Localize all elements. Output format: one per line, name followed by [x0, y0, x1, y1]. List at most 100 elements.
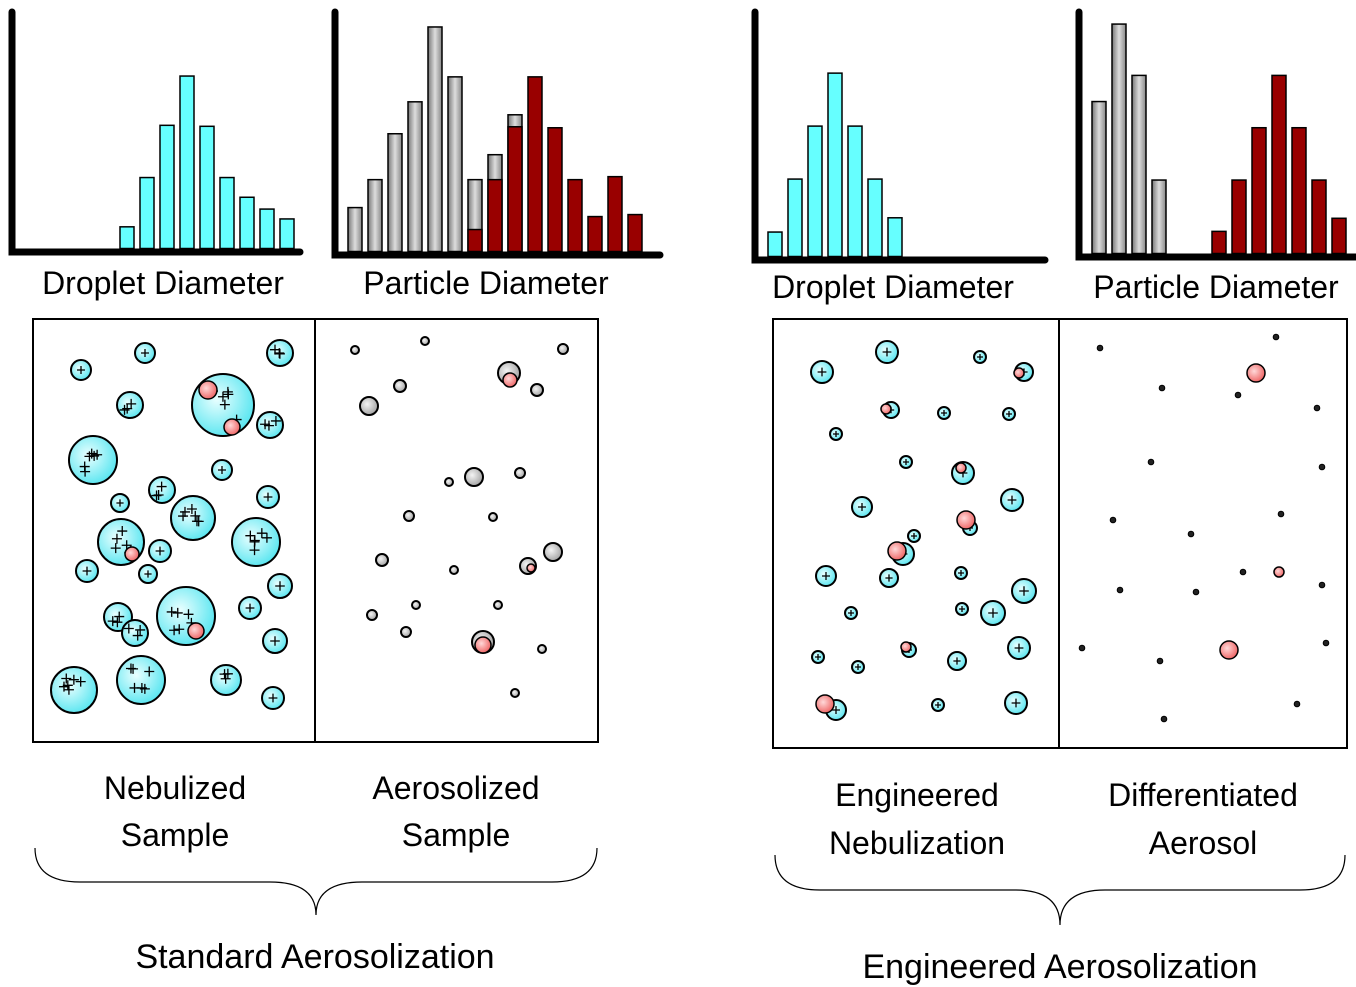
axis-label: Droplet Diameter	[42, 265, 284, 301]
charge	[941, 410, 947, 416]
histogram-bar	[427, 26, 443, 253]
particle	[366, 609, 378, 621]
charge	[186, 503, 197, 514]
histogram-bar	[239, 196, 255, 250]
brace	[34, 847, 598, 916]
particle	[1192, 588, 1200, 596]
particle	[350, 345, 360, 355]
droplet	[116, 391, 144, 419]
droplet	[121, 619, 149, 647]
particle	[1156, 657, 1164, 665]
charge	[270, 415, 281, 426]
charge	[62, 680, 73, 691]
histogram-bar	[1271, 74, 1287, 255]
charge	[153, 489, 164, 500]
particle	[1219, 640, 1239, 660]
histogram-bar	[607, 175, 623, 253]
histogram-bar	[1131, 74, 1147, 255]
histogram-bar	[527, 76, 543, 253]
charge	[815, 654, 821, 660]
histogram-bar	[787, 178, 803, 258]
histogram-bar	[887, 217, 903, 258]
particle	[488, 512, 498, 522]
charge	[261, 532, 272, 543]
charge	[274, 348, 285, 359]
histogram-bar	[827, 72, 843, 258]
histogram-bar	[767, 231, 783, 258]
charge	[75, 676, 86, 687]
histogram-bar	[1111, 23, 1127, 255]
histogram-bar	[1331, 217, 1347, 255]
charge	[116, 499, 124, 507]
particle	[815, 694, 835, 714]
particle	[223, 418, 241, 436]
box-label: Sample	[402, 817, 511, 853]
charge	[218, 466, 226, 474]
charge	[275, 581, 285, 591]
histogram-bar	[367, 178, 383, 253]
charge	[959, 606, 965, 612]
box-label: Nebulized	[104, 770, 246, 806]
caption: Engineered Aerosolization	[862, 948, 1257, 986]
charge	[82, 566, 92, 576]
histogram-bar	[139, 176, 155, 250]
droplet	[116, 655, 166, 705]
particle	[1109, 516, 1117, 524]
particle	[557, 343, 569, 355]
particle	[1273, 566, 1285, 578]
histogram-bar	[347, 206, 363, 253]
particle	[502, 372, 518, 388]
charge	[988, 608, 998, 618]
particle	[530, 383, 544, 397]
particle	[124, 546, 140, 562]
histogram-bar	[407, 101, 423, 253]
charge	[114, 611, 125, 622]
particle	[464, 467, 484, 487]
histogram-bar	[179, 75, 195, 250]
particle	[510, 688, 520, 698]
charge	[1019, 586, 1029, 596]
particle	[359, 396, 379, 416]
particle	[1147, 458, 1155, 466]
charge	[123, 623, 134, 634]
charge	[1011, 698, 1021, 708]
charge	[911, 533, 917, 539]
particle	[1313, 404, 1321, 412]
particle	[198, 380, 218, 400]
particle	[1318, 463, 1326, 471]
charge	[270, 636, 280, 646]
histogram-bar	[119, 226, 135, 250]
particle	[411, 600, 421, 610]
charge	[953, 657, 961, 665]
particle	[375, 553, 389, 567]
histogram-bar	[1311, 179, 1327, 255]
histogram-bar	[867, 178, 883, 258]
charge	[249, 545, 260, 556]
charge	[155, 546, 165, 556]
histogram-bar	[467, 228, 483, 253]
droplet	[156, 586, 216, 646]
charge	[107, 616, 118, 627]
particle	[1239, 568, 1247, 576]
caption: Standard Aerosolization	[135, 938, 494, 976]
box-label: Differentiated	[1108, 777, 1298, 813]
charge	[848, 610, 854, 616]
brace	[774, 854, 1346, 926]
charge	[84, 451, 95, 462]
charge	[191, 516, 202, 527]
particle	[1272, 333, 1280, 341]
charge	[61, 673, 72, 684]
charge	[268, 693, 278, 703]
box-label: Aerosolized	[372, 770, 539, 806]
histogram-bar	[1211, 230, 1227, 255]
box-label: Nebulization	[829, 825, 1005, 861]
charge	[822, 572, 830, 580]
histogram-bar	[1291, 126, 1307, 255]
charge	[136, 682, 147, 693]
histogram-bar	[279, 218, 295, 250]
charge	[144, 666, 155, 677]
particle	[1322, 639, 1330, 647]
particle	[1116, 586, 1124, 594]
particle	[514, 467, 526, 479]
